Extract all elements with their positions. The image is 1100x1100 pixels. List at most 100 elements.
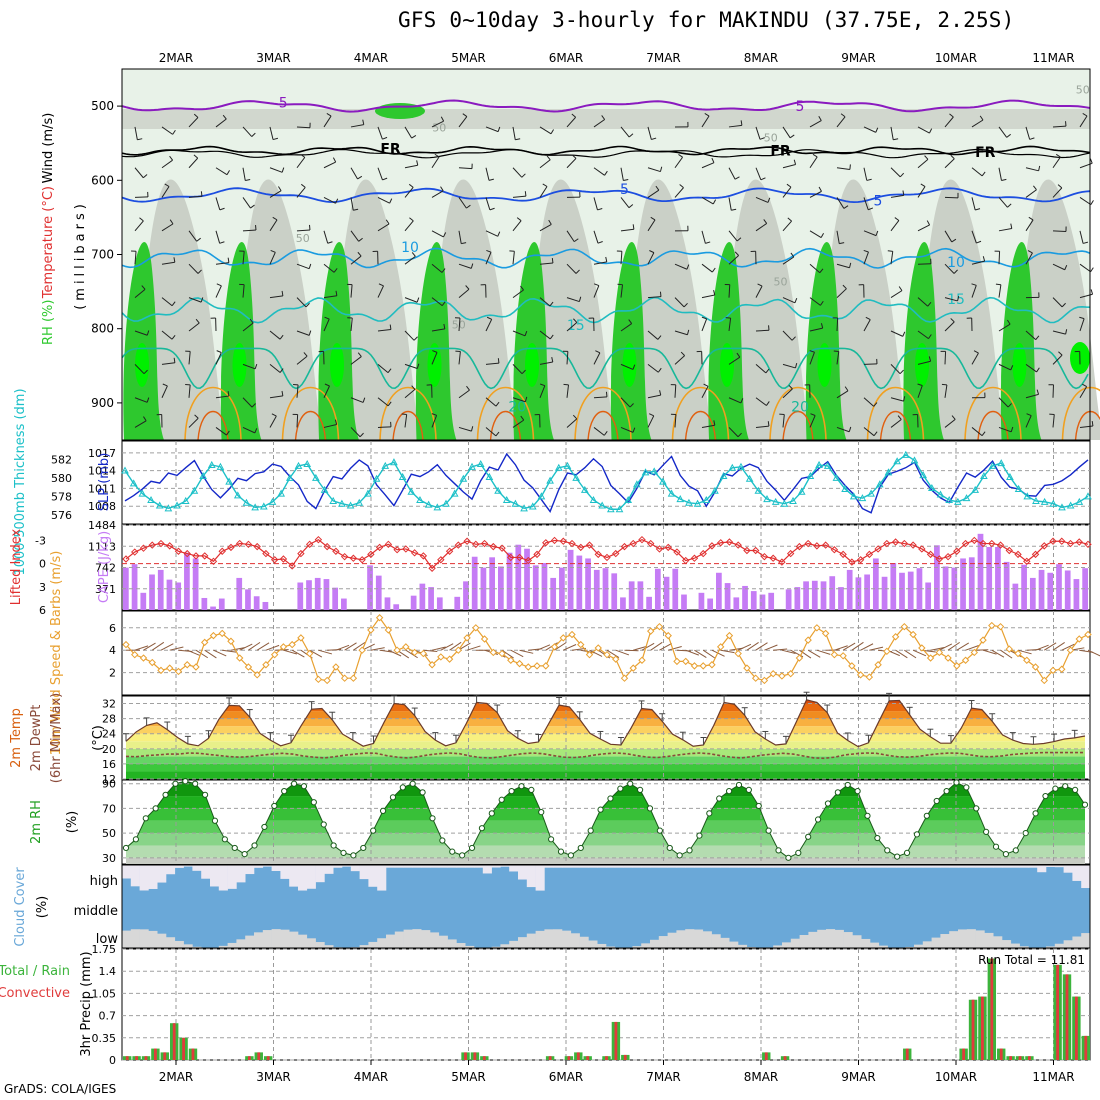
wind-barb [917,297,929,307]
wind-barb-flag [1006,319,1011,325]
wind-barb-flag [332,157,337,163]
cloud-low [984,932,994,948]
wind-speed-marker [139,654,148,662]
wind-speed-marker [393,646,401,654]
lifted-index-marker [909,541,917,549]
thickness-marker [815,460,823,468]
cape-bar [489,557,495,610]
wind-barb [842,642,856,651]
wind-barb [782,164,796,169]
precip-convective-bar [464,1052,467,1060]
wind-barb-flag [411,385,416,390]
wind-barb-flag [767,197,771,203]
wind-barb [809,297,821,306]
wind-barb-flag [629,403,634,408]
wind-barb-flag [979,115,984,121]
cloud-low [509,940,519,948]
wind-speed-marker [647,627,655,635]
wind-barb-flag [440,186,444,192]
wind-barb-flag [595,350,601,354]
rh-marker [1022,830,1029,837]
wind-barb [458,167,473,170]
wind-speed-marker [332,663,340,671]
wind-barb [485,319,493,332]
wind-barb [458,317,461,332]
cloud-high [852,865,862,868]
wind-barb [458,389,470,399]
cloud-high [579,865,589,868]
wind-barb [134,196,149,198]
wind-barb-flag [899,369,904,375]
cloud-low [386,934,396,948]
cape-bar [829,576,836,610]
precip-convective-bar [981,996,984,1060]
cloud-low [491,946,501,948]
wind-barb [161,261,175,265]
cape-bar [306,580,312,610]
wind-barb [971,352,979,365]
thickness-marker [485,472,494,480]
wind-speed-marker [542,662,550,670]
wind-barb-flag [486,249,492,253]
cloud-low [218,945,228,948]
cape-bar [628,581,635,610]
cloud-high [1054,865,1064,868]
cape-bar [838,587,844,610]
temp-contour-15 [121,296,1091,324]
wind-barb [377,167,383,181]
lifted-index-marker [848,558,856,566]
y-tick-label-left: -3 [35,534,46,547]
wind-barb [431,352,438,365]
cloud-high [799,865,809,868]
wind-barb [377,223,390,232]
wind-barb [956,642,970,651]
wind-barb [755,167,762,180]
wind-barb [971,197,976,211]
wind-barb [728,197,732,211]
cloud-low [1019,946,1029,948]
cape-bar [916,568,923,610]
lifted-index-marker [979,539,987,548]
lifted-index-marker [970,536,979,545]
lifted-index-marker [192,552,200,560]
rh-marker [350,852,357,859]
precip-convective-bar [576,1052,580,1060]
wind-speed-marker [699,662,707,670]
rh-bright-patch [427,343,442,387]
wind-speed-marker [489,648,498,657]
wind-barb [1052,125,1067,128]
rh-marker [913,831,921,838]
cloud-high [359,865,369,880]
wind-barb-flag [1006,133,1011,138]
wind-speed-marker [209,631,218,640]
lifted-index-marker [708,542,716,550]
cape-bar [1082,568,1088,610]
wind-barb [512,126,516,140]
cape-bar [881,576,888,610]
wind-barb [458,263,472,269]
cloud-high [482,865,492,874]
wind-barb-flag [731,208,737,211]
cloud-low [834,929,844,948]
wind-barb-flag [385,219,390,225]
precip-convective-bar [971,999,975,1060]
temp-contour-25 [866,386,925,441]
precip-convective-bar [1028,1056,1031,1060]
thickness-marker [728,463,737,471]
wind-barb [728,284,731,298]
rh-green-column [610,242,652,440]
wind-barb-flag [222,114,227,120]
cloud-high [262,865,272,867]
wind-barb [755,223,767,232]
wind-barb [890,364,901,375]
cloud-low [1010,943,1020,948]
wind-barb [323,115,332,128]
wind-barb-flag [520,285,524,291]
wind-barb-flag [981,431,986,436]
cloud-low [254,932,264,948]
rh-marker [478,825,486,832]
lifted-index-marker [454,541,463,549]
lifted-index-marker [262,549,270,558]
cape-bar [524,548,530,610]
